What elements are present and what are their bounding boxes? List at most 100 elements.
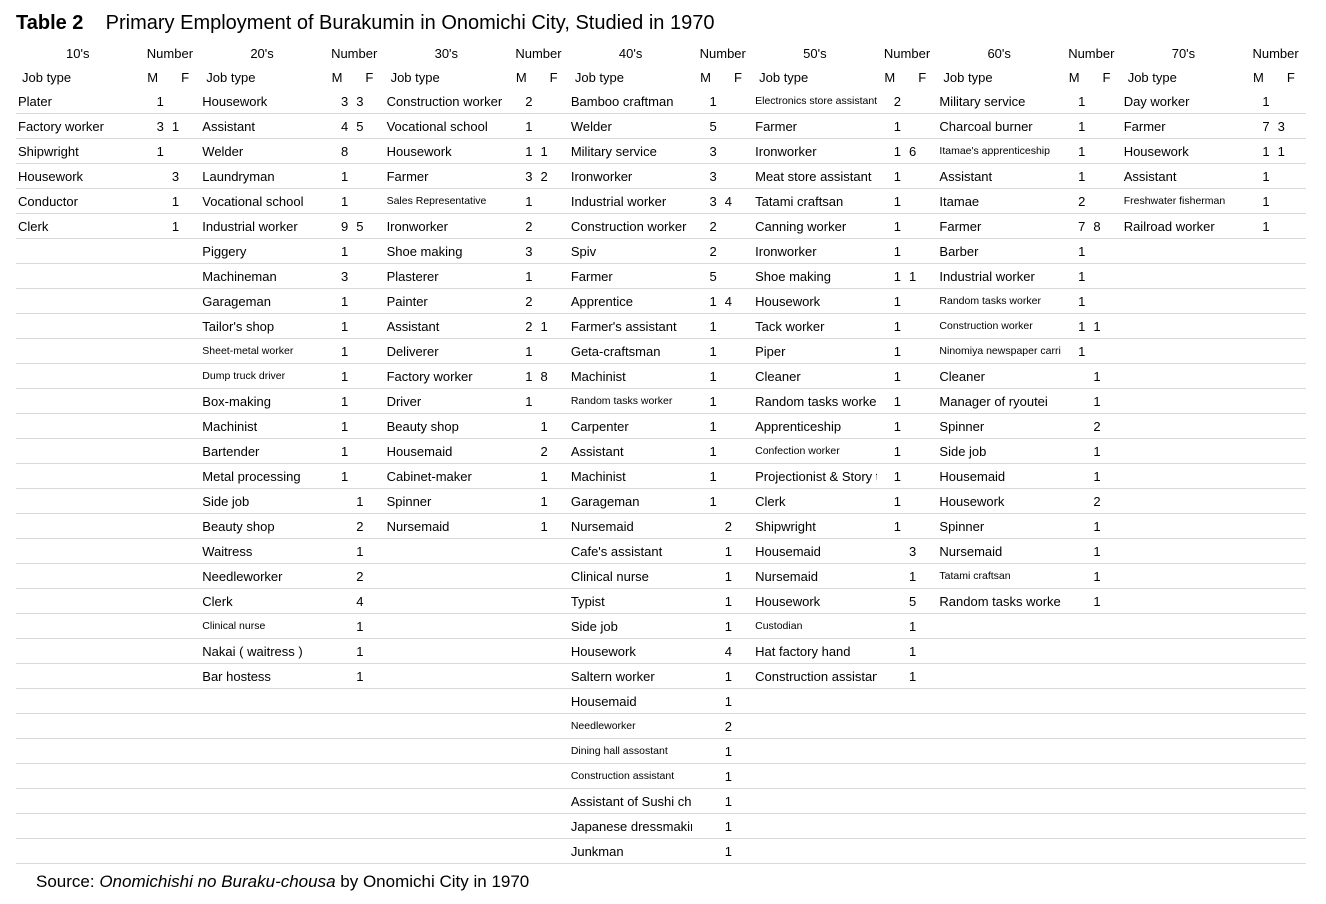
male-count-cell (508, 464, 538, 489)
female-count-cell (170, 464, 200, 489)
job-cell: Spinner (385, 489, 509, 514)
job-cell: Shipwright (753, 514, 877, 539)
male-count-cell (1245, 464, 1275, 489)
job-cell (1122, 814, 1246, 839)
female-count-cell: 8 (1091, 214, 1121, 239)
job-cell (385, 789, 509, 814)
male-count-cell (877, 564, 907, 589)
male-count-cell (1061, 589, 1091, 614)
female-count-cell (1276, 614, 1306, 639)
male-count-cell (1061, 389, 1091, 414)
job-cell: Itamae's apprenticeship (937, 139, 1061, 164)
table-row: Machineman3Plasterer1Farmer5Shoe making1… (16, 264, 1306, 289)
job-cell: Tatami craftsan (937, 564, 1061, 589)
male-count-cell (140, 664, 170, 689)
male-count-cell (508, 639, 538, 664)
female-count-cell (354, 814, 384, 839)
female-count-cell (538, 789, 568, 814)
male-count-cell: 3 (692, 189, 722, 214)
job-cell: Cafe's assistant (569, 539, 693, 564)
job-cell (200, 814, 324, 839)
job-cell (16, 239, 140, 264)
female-count-cell (538, 239, 568, 264)
female-count-cell (1091, 664, 1121, 689)
male-count-cell (692, 614, 722, 639)
male-count-cell (1245, 564, 1275, 589)
male-count-cell: 1 (877, 514, 907, 539)
job-cell (937, 739, 1061, 764)
male-count-cell (1061, 664, 1091, 689)
female-count-cell (1276, 464, 1306, 489)
male-count-cell (324, 689, 354, 714)
table-row: Shipwright1Welder8Housework11Military se… (16, 139, 1306, 164)
female-count-cell (1091, 814, 1121, 839)
table-row: Clinical nurse1Side job1Custodian1 (16, 614, 1306, 639)
female-count-cell (170, 339, 200, 364)
employment-table: 10'sNumber20'sNumber30'sNumber40'sNumber… (16, 41, 1306, 864)
table-row: Plater1Housework33Construction worker2Ba… (16, 89, 1306, 114)
job-cell: Ironworker (753, 239, 877, 264)
male-count-cell (508, 764, 538, 789)
male-count-cell: 1 (877, 189, 907, 214)
job-cell (16, 514, 140, 539)
f-header: F (723, 65, 753, 89)
job-cell: Machineman (200, 264, 324, 289)
female-count-cell (1276, 389, 1306, 414)
male-count-cell: 1 (877, 214, 907, 239)
male-count-cell (1245, 739, 1275, 764)
job-cell (16, 289, 140, 314)
male-count-cell: 7 (1061, 214, 1091, 239)
female-count-cell: 1 (723, 789, 753, 814)
female-count-cell (907, 389, 937, 414)
job-cell: Plasterer (385, 264, 509, 289)
job-cell: Custodian (753, 614, 877, 639)
job-cell: Housemaid (937, 464, 1061, 489)
job-cell (937, 614, 1061, 639)
female-count-cell (170, 364, 200, 389)
number-header: Number (692, 41, 753, 65)
table-row: Clerk4Typist1Housework5Random tasks work… (16, 589, 1306, 614)
male-count-cell (140, 339, 170, 364)
female-count-cell (1276, 589, 1306, 614)
female-count-cell (538, 289, 568, 314)
male-count-cell (140, 589, 170, 614)
male-count-cell: 1 (692, 464, 722, 489)
number-header: Number (324, 41, 385, 65)
job-cell (385, 639, 509, 664)
female-count-cell: 4 (723, 639, 753, 664)
female-count-cell (538, 614, 568, 639)
female-count-cell (354, 139, 384, 164)
female-count-cell (538, 764, 568, 789)
male-count-cell (877, 714, 907, 739)
male-count-cell: 1 (1245, 214, 1275, 239)
male-count-cell (877, 764, 907, 789)
male-count-cell (1061, 364, 1091, 389)
f-header: F (1276, 65, 1306, 89)
job-cell: Piggery (200, 239, 324, 264)
female-count-cell: 6 (907, 139, 937, 164)
job-cell: Painter (385, 289, 509, 314)
job-cell (16, 789, 140, 814)
male-count-cell: 1 (692, 439, 722, 464)
female-count-cell: 1 (170, 189, 200, 214)
male-count-cell: 1 (508, 189, 538, 214)
job-cell (200, 739, 324, 764)
job-cell: Dining hall assostant (569, 739, 693, 764)
male-count-cell: 1 (1245, 189, 1275, 214)
job-cell: Beauty shop (200, 514, 324, 539)
female-count-cell: 2 (1091, 414, 1121, 439)
female-count-cell (170, 789, 200, 814)
job-cell: Metal processing (200, 464, 324, 489)
job-cell: Machinist (200, 414, 324, 439)
job-cell: Tatami craftsan (753, 189, 877, 214)
job-cell: Random tasks worker (569, 389, 693, 414)
job-cell: Junkman (569, 839, 693, 864)
female-count-cell (1091, 764, 1121, 789)
job-cell: Needleworker (569, 714, 693, 739)
female-count-cell (170, 289, 200, 314)
female-count-cell (354, 714, 384, 739)
female-count-cell (723, 164, 753, 189)
job-cell (385, 764, 509, 789)
job-cell (1122, 389, 1246, 414)
job-cell: Freshwater fisherman (1122, 189, 1246, 214)
